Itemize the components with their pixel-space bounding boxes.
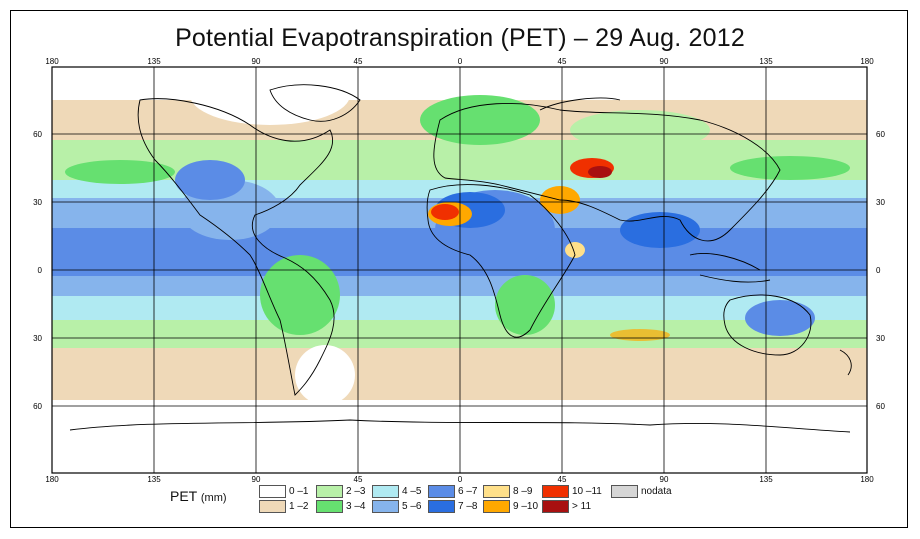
lon-tick-label: 45 <box>558 475 567 484</box>
legend-label: 2 –3 <box>346 486 366 497</box>
lon-tick-label: 180 <box>860 475 874 484</box>
map-title: Potential Evapotranspiration (PET) – 29 … <box>175 24 745 52</box>
legend-swatch <box>372 500 399 513</box>
lon-tick-label: 90 <box>660 57 669 66</box>
legend-label: 6 –7 <box>458 486 478 497</box>
lat-tick-label: 30 <box>33 198 42 207</box>
legend-label: nodata <box>641 486 672 497</box>
legend-label: 9 –10 <box>513 501 539 512</box>
legend-swatch <box>316 485 343 498</box>
legend-swatch <box>611 485 638 498</box>
legend-var: PET <box>170 488 197 504</box>
lat-tick-label: 0 <box>38 266 43 275</box>
lon-tick-label: 0 <box>458 57 463 66</box>
lon-tick-label: 90 <box>252 57 261 66</box>
lon-tick-label: 180 <box>860 57 874 66</box>
legend-swatch <box>542 500 569 513</box>
lon-tick-label: 0 <box>458 475 463 484</box>
lon-ticks-bottom: 180 135 90 45 0 45 90 135 180 <box>45 475 874 484</box>
lon-tick-label: 45 <box>558 57 567 66</box>
lat-ticks-right: 60 30 0 30 60 <box>876 130 885 411</box>
legend-unit: (mm) <box>200 492 227 504</box>
lat-tick-label: 30 <box>876 198 885 207</box>
legend-label: 5 –6 <box>402 501 422 512</box>
lon-tick-label: 180 <box>45 57 59 66</box>
legend-swatch <box>428 485 455 498</box>
legend-label: 7 –8 <box>458 501 478 512</box>
legend-swatch <box>372 485 399 498</box>
lat-tick-label: 30 <box>33 334 42 343</box>
graticule <box>52 67 867 473</box>
lon-tick-label: 135 <box>759 475 773 484</box>
legend-swatch <box>259 500 286 513</box>
legend-label: 0 –1 <box>289 486 309 497</box>
legend-label: 10 –11 <box>572 486 602 497</box>
lat-tick-label: 60 <box>876 402 885 411</box>
lon-tick-label: 45 <box>354 57 363 66</box>
pet-field <box>52 67 867 473</box>
lon-tick-label: 180 <box>45 475 59 484</box>
lat-tick-label: 0 <box>876 266 881 275</box>
lon-tick-label: 90 <box>660 475 669 484</box>
lat-ticks-left: 60 30 0 30 60 <box>33 130 42 411</box>
band-high-south <box>52 348 867 400</box>
lon-ticks-top: 180 135 90 45 0 45 90 135 180 <box>45 57 874 66</box>
figure-frame <box>10 10 908 528</box>
band-south <box>52 320 867 352</box>
lat-tick-label: 30 <box>876 334 885 343</box>
legend-swatch <box>483 500 510 513</box>
legend-swatch <box>316 500 343 513</box>
coastlines <box>69 84 852 433</box>
legend-swatch <box>483 485 510 498</box>
legend-swatch <box>428 500 455 513</box>
lat-tick-label: 60 <box>876 130 885 139</box>
legend-swatch <box>259 485 286 498</box>
lon-tick-label: 135 <box>759 57 773 66</box>
lon-tick-label: 45 <box>354 475 363 484</box>
legend-label: 4 –5 <box>402 486 422 497</box>
lat-tick-label: 60 <box>33 130 42 139</box>
map-border <box>51 66 868 474</box>
lon-tick-label: 90 <box>252 475 261 484</box>
legend-swatch <box>542 485 569 498</box>
legend-label: 3 –4 <box>346 501 366 512</box>
legend-title: PET (mm) <box>170 488 227 504</box>
lon-tick-label: 135 <box>147 475 161 484</box>
lon-tick-label: 135 <box>147 57 161 66</box>
legend-label: 1 –2 <box>289 501 309 512</box>
legend-label: > 11 <box>572 501 591 512</box>
lat-tick-label: 60 <box>33 402 42 411</box>
legend-label: 8 –9 <box>513 486 533 497</box>
